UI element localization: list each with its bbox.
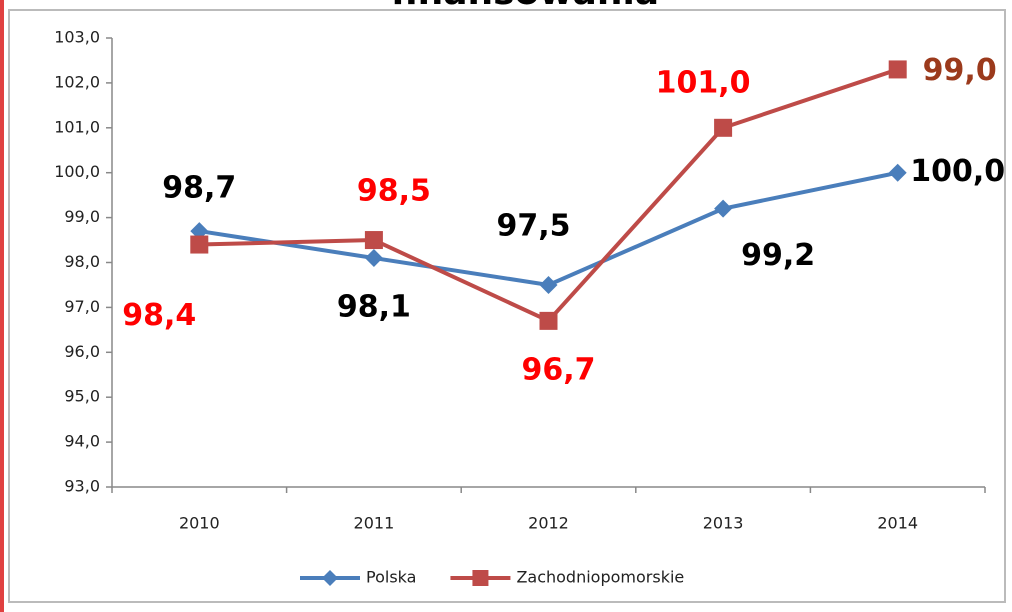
y-tick-label: 101,0 — [54, 117, 100, 136]
data-label: 101,0 — [656, 65, 751, 100]
y-tick-label: 97,0 — [64, 297, 100, 316]
data-label: 99,2 — [741, 238, 815, 273]
legend-marker — [322, 570, 338, 586]
marker — [714, 118, 733, 137]
marker — [714, 199, 733, 218]
legend-label: Polska — [366, 568, 416, 587]
marker — [888, 163, 907, 182]
marker — [888, 60, 907, 79]
x-tick-label: 2013 — [703, 514, 744, 533]
y-tick-label: 95,0 — [64, 387, 100, 406]
y-tick-label: 100,0 — [54, 162, 100, 181]
y-tick-label: 102,0 — [54, 72, 100, 91]
data-label: 97,5 — [496, 208, 570, 243]
marker — [539, 275, 558, 294]
data-label: 100,0 — [910, 154, 1005, 189]
data-label: 98,1 — [337, 290, 411, 325]
marker — [364, 249, 383, 268]
marker — [539, 311, 558, 330]
annotation: 99,0 — [923, 53, 997, 88]
x-tick-label: 2014 — [877, 514, 918, 533]
x-tick-label: 2012 — [528, 514, 569, 533]
legend-label: Zachodniopomorskie — [516, 568, 684, 587]
legend-marker — [472, 570, 489, 586]
x-tick-label: 2011 — [354, 514, 395, 533]
marker — [364, 231, 383, 250]
chart-title: finansowania — [391, 0, 659, 13]
chart-frame — [8, 9, 1006, 603]
marker — [190, 235, 209, 254]
y-tick-label: 96,0 — [64, 342, 100, 361]
y-tick-label: 103,0 — [54, 28, 100, 47]
edge-strip — [0, 0, 4, 612]
y-tick-label: 93,0 — [64, 477, 100, 496]
x-tick-label: 2010 — [179, 514, 220, 533]
data-label: 98,7 — [162, 171, 236, 206]
data-label: 98,4 — [122, 298, 196, 333]
y-tick-label: 94,0 — [64, 432, 100, 451]
y-tick-label: 99,0 — [64, 207, 100, 226]
data-label: 96,7 — [521, 352, 595, 387]
y-tick-label: 98,0 — [64, 252, 100, 271]
data-label: 98,5 — [357, 174, 431, 209]
